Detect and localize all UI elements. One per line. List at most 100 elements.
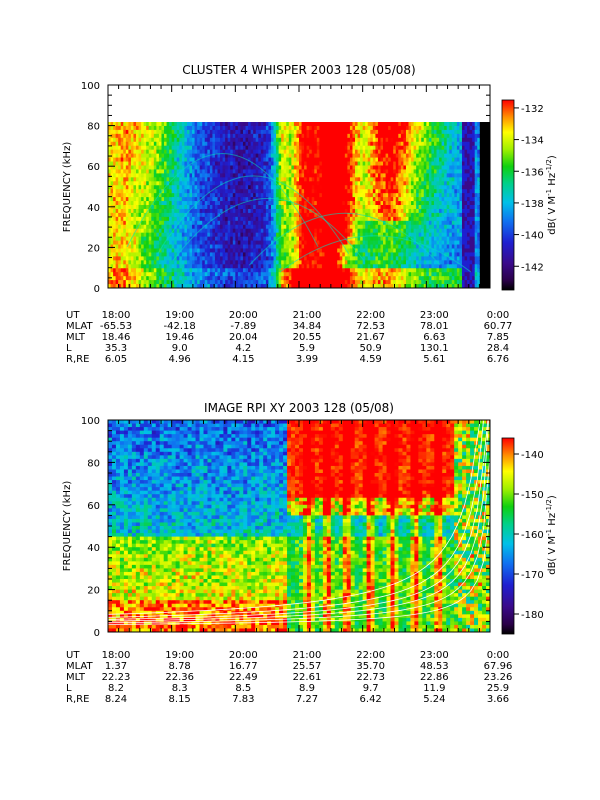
panel-2-title: IMAGE RPI XY 2003 128 (05/08) (204, 401, 394, 415)
ephemeris-value: 8.3 (172, 683, 188, 694)
y-tick-label: 20 (87, 243, 100, 254)
panel-cluster: CLUSTER 4 WHISPER 2003 128 (05/08) 0 20 40… (62, 63, 558, 365)
ephemeris-value: 67.96 (484, 661, 513, 672)
panel-1-x-axis (107, 85, 491, 288)
ephemeris-value: 22.36 (165, 672, 194, 683)
y-tick-label: 100 (81, 81, 100, 92)
ephemeris-value: 5.24 (423, 694, 445, 705)
ephemeris-value: -65.53 (100, 321, 132, 332)
y-tick-label: 60 (87, 501, 100, 512)
ephemeris-value: 25.9 (487, 683, 509, 694)
y-tick-label: 0 (94, 284, 100, 295)
y-tick-label: 80 (87, 458, 100, 469)
y-tick-label: 0 (94, 628, 100, 639)
ephemeris-row-label: MLT (66, 332, 86, 343)
panel-2-x-axis (107, 420, 491, 632)
ephemeris-row-label: UT (66, 650, 80, 661)
ephemeris-value: 8.78 (169, 661, 191, 672)
ephemeris-value: 8.15 (169, 694, 191, 705)
ephemeris-value: 6.76 (487, 354, 509, 365)
panel-image: IMAGE RPI XY 2003 128 (05/08) 0 20 40 60 80 1… (62, 401, 558, 705)
ephemeris-value: 19:00 (165, 310, 194, 321)
ephemeris-value: 22.49 (229, 672, 258, 683)
panel-1-colorbar: -132 -134 -136 -138 -140 -142 dB( V M-1 Hz-1/… (501, 99, 558, 291)
ephemeris-value: 28.4 (487, 343, 509, 354)
ephemeris-value: 60.77 (484, 321, 513, 332)
ephemeris-value: 6.42 (360, 694, 382, 705)
ephemeris-value: 5.61 (423, 354, 445, 365)
ephemeris-value: -7.89 (230, 321, 256, 332)
ephemeris-value: 7.83 (232, 694, 254, 705)
ephemeris-value: 22.23 (102, 672, 131, 683)
ephemeris-value: 7.85 (487, 332, 509, 343)
y-tick-label: 60 (87, 162, 100, 173)
colorbar-tick-label: -160 (521, 530, 544, 541)
ephemeris-value: 6.05 (105, 354, 127, 365)
y-tick-label: 100 (81, 416, 100, 427)
ephemeris-value: 35.3 (105, 343, 127, 354)
ephemeris-value: 20:00 (229, 650, 258, 661)
panel-1-spectrogram (108, 122, 490, 288)
ephemeris-value: 5.9 (299, 343, 315, 354)
colorbar-tick-label: -140 (521, 231, 544, 242)
panel-2-ephemeris: UT 18:00 19:00 20:00 21:00 22:00 23:00 0:00 MLAT… (66, 650, 512, 705)
ephemeris-row-label: MLAT (66, 661, 93, 672)
panel-2-colorbar-label: dB( V M-1 Hz-1/2) (545, 495, 558, 575)
ephemeris-value: 21:00 (293, 650, 322, 661)
ephemeris-value: 22.61 (293, 672, 322, 683)
ephemeris-value: 22.86 (420, 672, 449, 683)
ephemeris-value: 22:00 (356, 650, 385, 661)
ephemeris-value: 130.1 (420, 343, 449, 354)
ephemeris-value: 9.0 (172, 343, 188, 354)
ephemeris-value: 48.53 (420, 661, 449, 672)
colorbar-tick-label: -140 (521, 450, 544, 461)
ephemeris-row-label: UT (66, 310, 80, 321)
colorbar-tick-label: -170 (521, 570, 544, 581)
ephemeris-value: 9.7 (363, 683, 379, 694)
panel-1-colorbar-label: dB( V M-1 Hz-1/2) (545, 155, 558, 235)
ephemeris-value: 1.37 (105, 661, 127, 672)
ephemeris-value: 8.24 (105, 694, 127, 705)
ephemeris-value: 21:00 (293, 310, 322, 321)
panel-2-y-axis: 0 20 40 60 80 100 (81, 416, 490, 639)
ephemeris-value: 35.70 (356, 661, 385, 672)
ephemeris-value: 78.01 (420, 321, 449, 332)
ephemeris-value: 19:00 (165, 650, 194, 661)
panel-2-spectrogram (108, 420, 490, 632)
ephemeris-value: 19.46 (165, 332, 194, 343)
colorbar-tick-label: -150 (521, 490, 544, 501)
ephemeris-value: 25.57 (293, 661, 322, 672)
ephemeris-value: 21.67 (356, 332, 385, 343)
colorbar-tick-label: -136 (521, 167, 544, 178)
colorbar-tick-label: -132 (521, 104, 544, 115)
y-tick-label: 20 (87, 586, 100, 597)
ephemeris-value: 4.15 (232, 354, 254, 365)
ephemeris-value: 0:00 (487, 650, 509, 661)
y-tick-label: 40 (87, 543, 100, 554)
panel-1-y-label: FREQUENCY (kHz) (62, 142, 73, 233)
ephemeris-row-label: MLT (66, 672, 86, 683)
panel-1-ephemeris: UT 18:00 19:00 20:00 21:00 22:00 23:00 0:00 MLAT… (66, 310, 512, 365)
ephemeris-value: 4.96 (169, 354, 191, 365)
ephemeris-value: 23:00 (420, 310, 449, 321)
panel-1-y-axis: 0 20 40 60 80 100 (81, 81, 490, 295)
ephemeris-value: 50.9 (360, 343, 382, 354)
ephemeris-row-label: MLAT (66, 321, 93, 332)
colorbar-tick-label: -142 (521, 262, 544, 273)
y-tick-label: 80 (87, 122, 100, 133)
ephemeris-row-label: L (66, 343, 72, 354)
colorbar-tick-label: -134 (521, 136, 544, 147)
ephemeris-value: 6.63 (423, 332, 445, 343)
ephemeris-value: 23:00 (420, 650, 449, 661)
ephemeris-value: -42.18 (164, 321, 196, 332)
ephemeris-value: 3.99 (296, 354, 318, 365)
ephemeris-value: 4.2 (235, 343, 251, 354)
ephemeris-value: 22.73 (356, 672, 385, 683)
ephemeris-row-label: L (66, 683, 72, 694)
ephemeris-row-label: R,RE (66, 354, 89, 365)
ephemeris-value: 0:00 (487, 310, 509, 321)
colorbar-tick-label: -180 (521, 610, 544, 621)
ephemeris-value: 11.9 (423, 683, 445, 694)
panel-2-colorbar: -140 -150 -160 -170 -180 dB( V M-1 Hz-1/2) (501, 437, 558, 635)
ephemeris-value: 3.66 (487, 694, 509, 705)
